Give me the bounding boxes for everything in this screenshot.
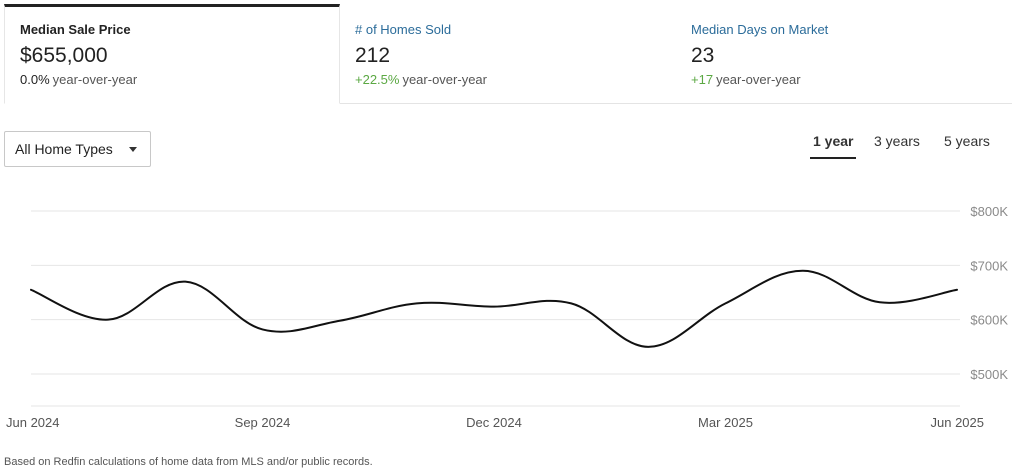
tab-value: 212 bbox=[355, 44, 391, 67]
change-suffix: year-over-year bbox=[716, 72, 801, 87]
y-tick-label: $600K bbox=[970, 313, 1008, 328]
x-tick-label: Sep 2024 bbox=[235, 415, 291, 430]
y-axis-ticks: $500K $600K $700K $800K bbox=[970, 204, 1008, 382]
range-tab-5-years[interactable]: 5 years bbox=[944, 133, 990, 149]
y-tick-label: $500K bbox=[970, 367, 1008, 382]
change-value: +22.5% bbox=[355, 72, 400, 87]
data-source-footnote: Based on Redfin calculations of home dat… bbox=[4, 456, 373, 468]
tab-change: +22.5% year-over-year bbox=[355, 72, 676, 88]
tab-value: $655,000 bbox=[20, 44, 108, 67]
chart-series bbox=[30, 269, 958, 348]
tab-title: Median Days on Market bbox=[691, 22, 829, 37]
median-sale-price-chart: $500K $600K $700K $800K Jun 2024 Sep 2024 Dec… bbox=[6, 204, 1008, 430]
home-type-dropdown[interactable]: All Home Types bbox=[4, 131, 151, 167]
tab-change: 0.0% year-over-year bbox=[20, 72, 339, 88]
y-tick-label: $800K bbox=[970, 204, 1008, 219]
tab-title: # of Homes Sold bbox=[355, 22, 452, 37]
tab-value: 23 bbox=[691, 44, 715, 67]
range-tab-3-years[interactable]: 3 years bbox=[874, 133, 920, 149]
tab-title: Median Sale Price bbox=[20, 22, 131, 37]
tab-homes-sold[interactable]: # of Homes Sold 212 +22.5% year-over-year bbox=[340, 4, 676, 103]
tab-median-days-on-market[interactable]: Median Days on Market 23 +17 year-over-ye… bbox=[676, 4, 1012, 103]
metric-tabs: Median Sale Price $655,000 0.0% year-over… bbox=[4, 4, 1012, 104]
tab-median-sale-price[interactable]: Median Sale Price $655,000 0.0% year-over… bbox=[4, 4, 340, 104]
caret-down-icon bbox=[129, 147, 137, 152]
chart-gridlines bbox=[31, 210, 960, 407]
x-axis-ticks: Jun 2024 Sep 2024 Dec 2024 Mar 2025 Jun 2025 bbox=[6, 415, 984, 430]
x-tick-label: Jun 2025 bbox=[931, 415, 985, 430]
x-tick-label: Mar 2025 bbox=[698, 415, 753, 430]
tab-change: +17 year-over-year bbox=[691, 72, 1012, 88]
change-suffix: year-over-year bbox=[52, 72, 138, 87]
time-range-tabs: 1 year 3 years 5 years bbox=[804, 131, 1024, 161]
y-tick-label: $700K bbox=[970, 258, 1008, 273]
change-value: +17 bbox=[691, 72, 714, 87]
dropdown-selected-value: All Home Types bbox=[15, 141, 113, 157]
range-tab-1-year[interactable]: 1 year bbox=[810, 131, 857, 159]
x-tick-label: Dec 2024 bbox=[466, 415, 522, 430]
change-suffix: year-over-year bbox=[402, 72, 487, 87]
x-tick-label: Jun 2024 bbox=[6, 415, 60, 430]
series-line bbox=[30, 269, 958, 348]
change-value: 0.0% bbox=[20, 72, 50, 87]
